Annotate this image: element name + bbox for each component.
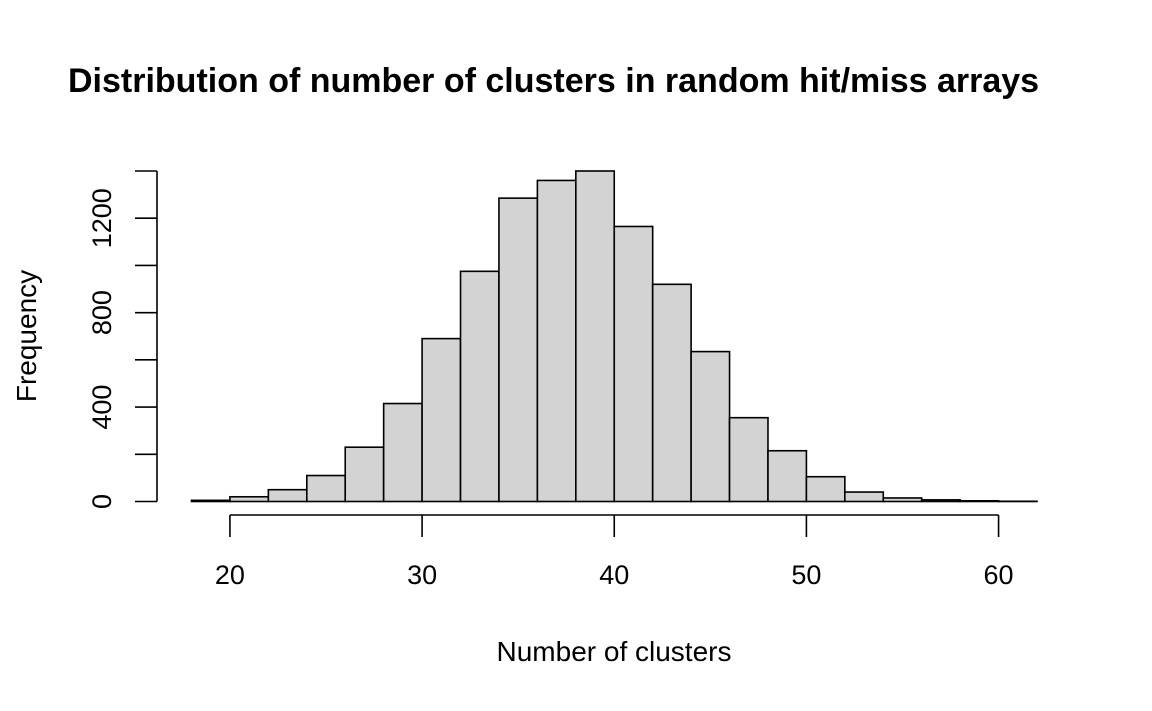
chart-title: Distribution of number of clusters in ra…	[68, 62, 1039, 100]
histogram-bar	[690, 350, 731, 503]
histogram-bar	[959, 499, 1000, 503]
y-tick-label: 800	[87, 290, 117, 335]
histogram-bar	[613, 225, 654, 503]
histogram-bar	[344, 446, 385, 503]
y-tick-label: 400	[87, 385, 117, 430]
histogram-bar	[382, 402, 423, 503]
x-axis: 20 30 40 50 60	[215, 514, 1014, 590]
histogram-bar	[498, 197, 539, 503]
histogram-bar	[920, 499, 961, 503]
histogram-bar	[190, 499, 231, 503]
x-tick-label: 30	[407, 560, 437, 590]
x-axis-label: Number of clusters	[497, 636, 732, 667]
histogram-bar	[459, 270, 500, 503]
histogram-bar	[267, 488, 308, 503]
x-tick-label: 60	[984, 560, 1014, 590]
x-tick-label: 50	[791, 560, 821, 590]
histogram-bar	[805, 475, 846, 503]
x-tick-label: 40	[599, 560, 629, 590]
histogram-bar	[882, 497, 923, 503]
x-tick-label: 20	[215, 560, 245, 590]
histogram-bar	[305, 474, 347, 503]
bars-group	[190, 170, 1038, 503]
histogram-bar	[229, 495, 270, 503]
y-tick-label: 0	[87, 494, 117, 509]
y-axis: 0 400 800 1200	[87, 170, 158, 509]
histogram-bar	[651, 283, 692, 503]
y-axis-label: Frequency	[11, 270, 42, 402]
histogram-bar	[728, 416, 769, 503]
y-tick-label: 1200	[87, 188, 117, 248]
histogram-bar	[844, 491, 885, 503]
histogram-bar	[536, 179, 577, 503]
histogram-bar	[575, 170, 616, 503]
histogram-bar	[421, 337, 462, 503]
histogram-bar	[767, 449, 808, 503]
